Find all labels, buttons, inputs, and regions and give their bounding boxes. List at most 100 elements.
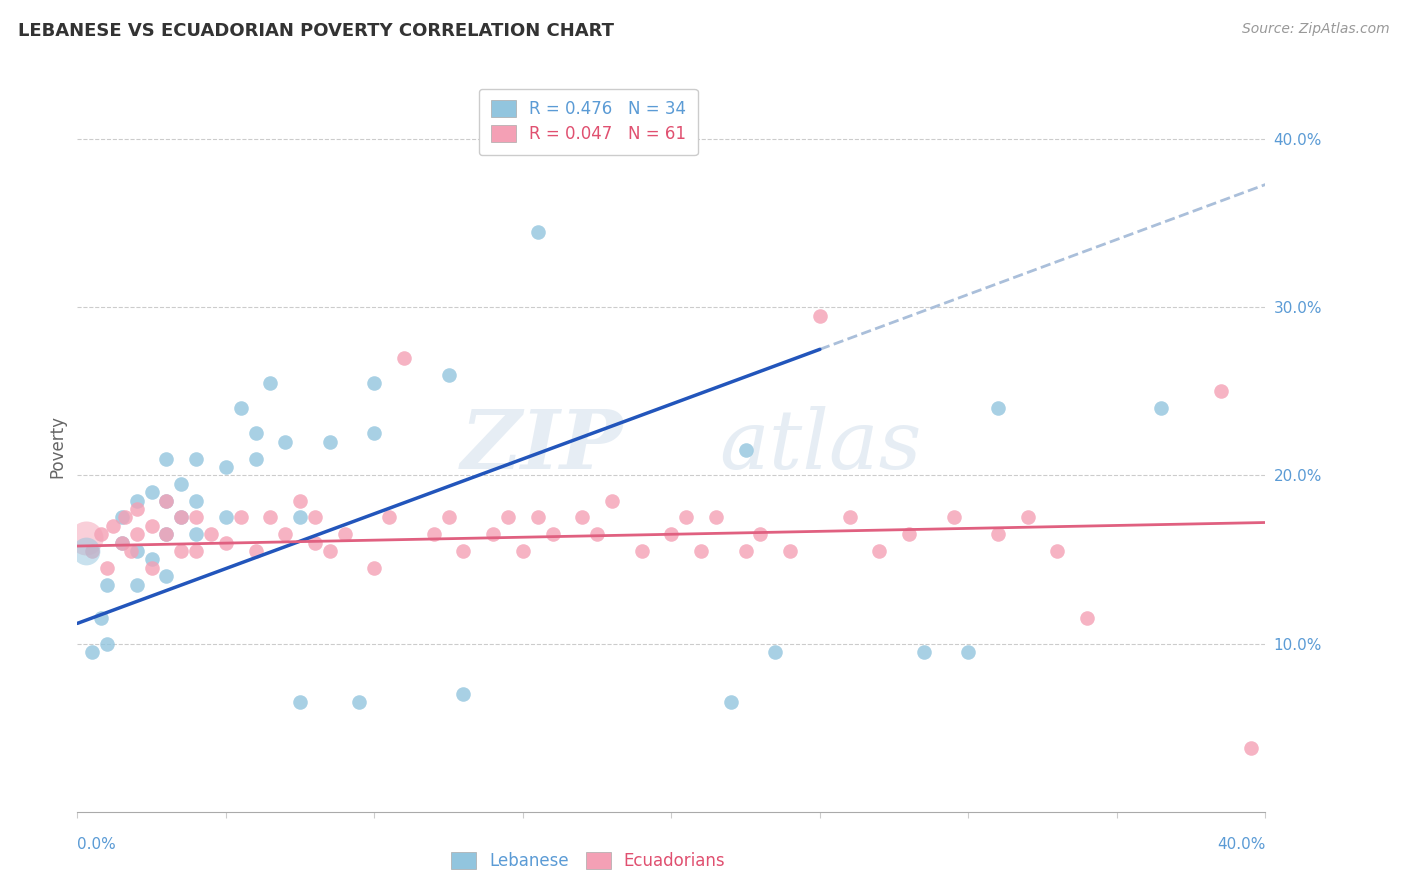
Point (779, 544, 801, 558)
Point (75, 544, 97, 558)
Point (82, 544, 104, 558)
Point (482, 527, 505, 541)
Point (229, 401, 252, 416)
Point (90, 611, 112, 625)
Point (155, 493, 177, 508)
Point (170, 510, 193, 524)
Point (229, 510, 252, 524)
Y-axis label: Poverty: Poverty (48, 415, 66, 477)
Point (245, 426, 267, 441)
Point (120, 544, 142, 558)
Point (586, 527, 609, 541)
Point (1239, 740, 1261, 755)
Point (1046, 544, 1069, 558)
Point (141, 519, 163, 533)
Point (200, 527, 222, 541)
Point (186, 510, 208, 524)
Point (215, 510, 238, 524)
Point (319, 434, 342, 449)
Point (170, 544, 193, 558)
Point (186, 451, 208, 466)
Text: Source: ZipAtlas.com: Source: ZipAtlas.com (1241, 22, 1389, 37)
Point (437, 368, 460, 382)
Point (96, 578, 118, 592)
Point (155, 527, 177, 541)
Point (363, 376, 385, 390)
Point (170, 510, 193, 524)
Point (155, 569, 177, 583)
Point (245, 544, 267, 558)
Point (288, 493, 311, 508)
Text: LEBANESE VS ECUADORIAN POVERTY CORRELATION CHART: LEBANESE VS ECUADORIAN POVERTY CORRELATI… (18, 22, 614, 40)
Point (704, 510, 727, 524)
Point (96, 561, 118, 575)
Point (512, 544, 534, 558)
Point (319, 544, 342, 558)
Text: atlas: atlas (718, 406, 921, 486)
Point (304, 510, 326, 524)
Point (333, 527, 356, 541)
Point (1076, 611, 1098, 625)
Point (763, 645, 786, 659)
Point (942, 510, 965, 524)
Point (186, 493, 208, 508)
Point (734, 443, 756, 458)
Point (661, 527, 683, 541)
Point (96, 636, 118, 650)
Point (496, 510, 519, 524)
Point (288, 695, 311, 709)
Point (349, 695, 371, 709)
Text: ZIP: ZIP (461, 406, 624, 486)
Point (75, 531, 97, 545)
Point (453, 687, 475, 701)
Point (125, 502, 148, 516)
Point (957, 645, 980, 659)
Point (453, 544, 475, 558)
Point (155, 527, 177, 541)
Point (125, 527, 148, 541)
Point (600, 493, 623, 508)
Point (111, 510, 134, 524)
Point (259, 376, 281, 390)
Point (363, 561, 385, 575)
Point (630, 544, 652, 558)
Point (101, 519, 124, 533)
Point (141, 552, 163, 566)
Point (1150, 401, 1173, 416)
Point (690, 544, 713, 558)
Point (288, 510, 311, 524)
Point (526, 510, 548, 524)
Point (186, 527, 208, 541)
Point (838, 510, 860, 524)
Point (1209, 384, 1232, 399)
Point (125, 544, 148, 558)
Point (720, 695, 742, 709)
Point (82, 645, 104, 659)
Point (392, 351, 415, 365)
Point (987, 401, 1010, 416)
Point (868, 544, 890, 558)
Point (245, 451, 267, 466)
Point (675, 510, 697, 524)
Point (437, 510, 460, 524)
Point (125, 493, 148, 508)
Point (1017, 510, 1039, 524)
Point (111, 535, 134, 549)
Text: 40.0%: 40.0% (1218, 837, 1265, 852)
Point (898, 527, 921, 541)
Point (274, 527, 297, 541)
Point (541, 527, 564, 541)
Point (111, 535, 134, 549)
Point (304, 535, 326, 549)
Point (141, 485, 163, 500)
Point (170, 476, 193, 491)
Point (423, 527, 446, 541)
Point (215, 460, 238, 475)
Point (215, 535, 238, 549)
Point (259, 510, 281, 524)
Point (912, 645, 935, 659)
Text: 0.0%: 0.0% (77, 837, 117, 852)
Point (749, 527, 772, 541)
Point (90, 527, 112, 541)
Point (155, 451, 177, 466)
